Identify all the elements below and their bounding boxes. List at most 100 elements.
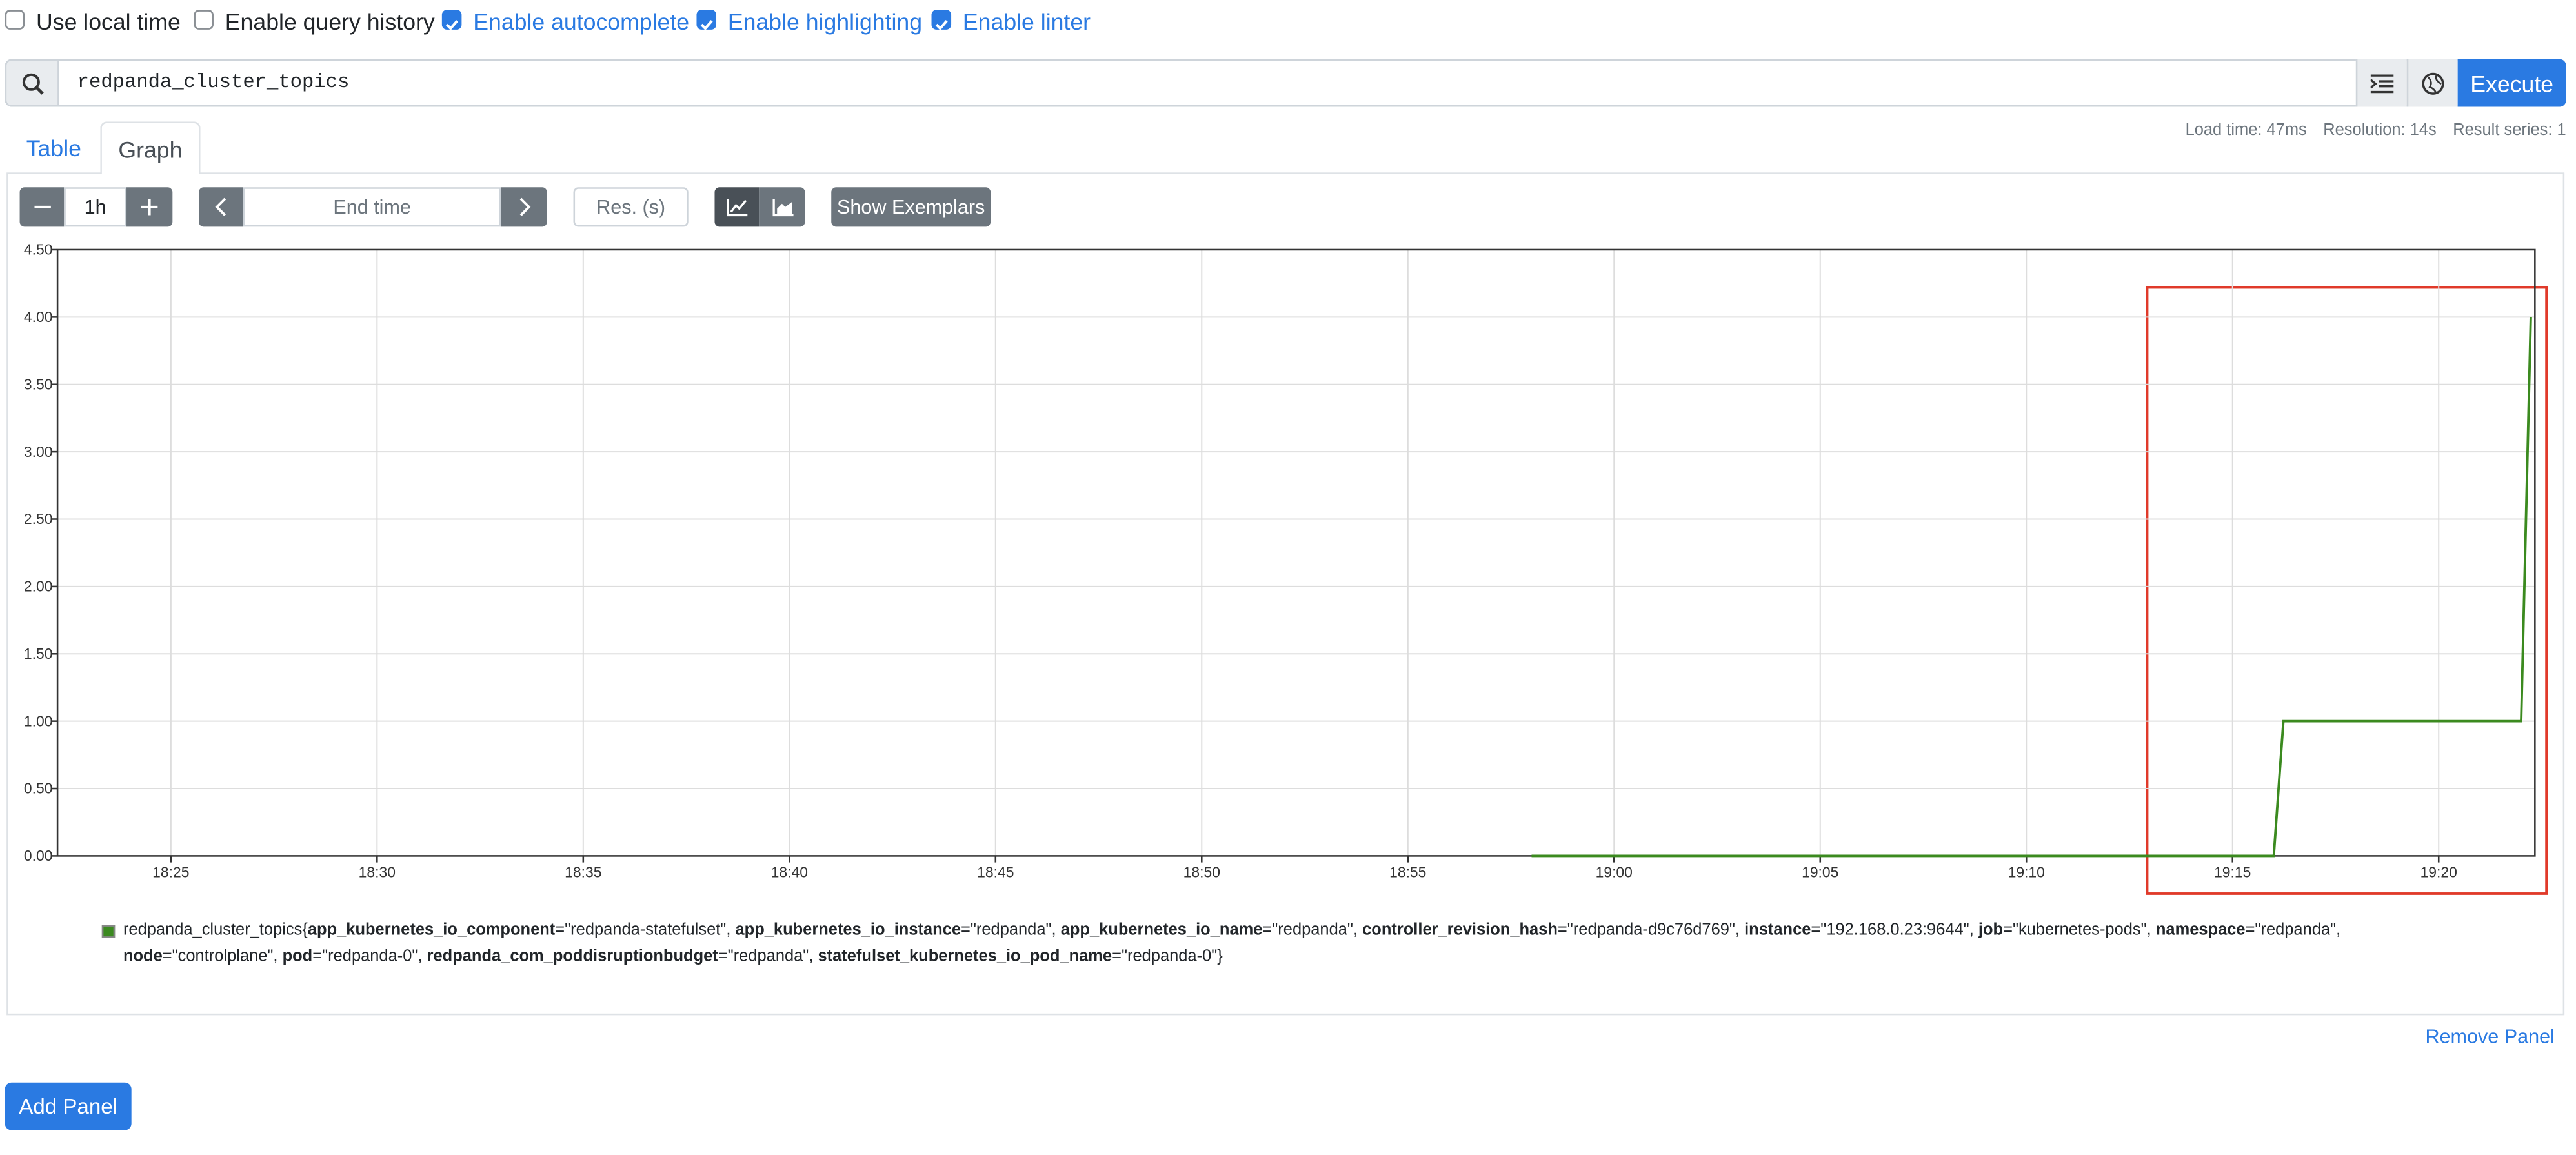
x-tick-label: 18:35 bbox=[565, 864, 601, 881]
checkbox-label: Enable highlighting bbox=[727, 8, 923, 35]
checkbox-label: Enable autocomplete bbox=[473, 8, 690, 35]
legend-label-value: ="redpanda", bbox=[1262, 921, 1363, 940]
icon bbox=[519, 197, 531, 216]
legend-label-value: ="kubernetes-pods", bbox=[2003, 921, 2156, 940]
increase-range[interactable] bbox=[126, 187, 173, 227]
y-tick-label: 2.50 bbox=[24, 510, 53, 527]
icon bbox=[141, 199, 158, 216]
legend-label-value: ="192.168.0.23:9644", bbox=[1811, 921, 1978, 940]
y-tick-label: 0.50 bbox=[24, 780, 53, 797]
legend-label-name: job bbox=[1978, 921, 2004, 940]
stats: Load time: 47ms Resolution: 14s Result ser… bbox=[2186, 121, 2566, 139]
y-tick-label: 3.00 bbox=[24, 443, 53, 460]
search-icon bbox=[5, 59, 59, 107]
icon bbox=[34, 205, 50, 208]
legend-label-value: ="redpanda", bbox=[960, 921, 1061, 940]
x-tick-label: 18:50 bbox=[1183, 864, 1220, 881]
x-tick-label: 19:15 bbox=[2214, 864, 2251, 881]
legend-label-value: ="redpanda-d9c76d769", bbox=[1557, 921, 1745, 940]
query-bar bbox=[5, 59, 2566, 107]
x-tick-label: 19:10 bbox=[2008, 864, 2045, 881]
format-button[interactable] bbox=[2355, 59, 2407, 107]
tab-active[interactable]: Graph bbox=[100, 121, 201, 174]
checkbox[interactable] bbox=[931, 10, 952, 31]
range-input[interactable]: 1h bbox=[64, 187, 127, 227]
x-tick-label: 18:40 bbox=[771, 864, 808, 881]
icon bbox=[2422, 72, 2444, 94]
legend-label-name: node bbox=[123, 947, 163, 966]
icon bbox=[727, 197, 748, 216]
decrease-range[interactable] bbox=[19, 187, 65, 227]
checkbox-label: Enable query history bbox=[225, 8, 435, 35]
legend-label-name: statefulset_kubernetes_io_pod_name bbox=[818, 947, 1112, 966]
y-tick-label: 3.50 bbox=[24, 376, 53, 392]
legend-label-name: namespace bbox=[2155, 921, 2246, 940]
legend-label-value: ="redpanda-0"} bbox=[1112, 947, 1223, 966]
end-time-input[interactable]: End time bbox=[243, 187, 501, 227]
prev-time[interactable] bbox=[199, 187, 243, 227]
legend: redpanda_cluster_topics{app_kubernetes_i… bbox=[101, 918, 2390, 970]
legend-metric: redpanda_cluster_topics{ bbox=[123, 921, 308, 940]
legend-label-value: ="redpanda", bbox=[718, 947, 818, 966]
remove-panel[interactable]: Remove Panel bbox=[2425, 1025, 2555, 1049]
resolution-input[interactable]: Res. (s) bbox=[573, 187, 689, 227]
stacked-mode[interactable] bbox=[759, 187, 805, 227]
legend-label-value: ="controlplane", bbox=[162, 947, 283, 966]
x-tick-label: 18:55 bbox=[1389, 864, 1426, 881]
checkbox[interactable] bbox=[194, 10, 214, 30]
y-tick-label: 1.00 bbox=[24, 712, 53, 729]
y-tick-label: 4.00 bbox=[24, 308, 53, 325]
legend-swatch bbox=[101, 925, 116, 938]
icon bbox=[21, 72, 43, 94]
icon bbox=[214, 197, 225, 216]
legend-label-name: app_kubernetes_io_name bbox=[1060, 921, 1263, 940]
legend-label-name: controller_revision_hash bbox=[1362, 921, 1558, 940]
line-mode[interactable] bbox=[714, 187, 760, 227]
add-panel[interactable]: Add Panel bbox=[5, 1082, 132, 1130]
legend-label-name: app_kubernetes_io_component bbox=[307, 921, 556, 940]
checkbox[interactable] bbox=[5, 10, 25, 30]
checkbox[interactable] bbox=[441, 10, 462, 31]
result-series: Result series: 1 bbox=[2453, 121, 2566, 140]
x-tick-label: 18:30 bbox=[359, 864, 396, 881]
legend-label-value: ="redpanda-statefulset", bbox=[555, 921, 736, 940]
legend-label-name: app_kubernetes_io_instance bbox=[735, 921, 961, 940]
metrics-explorer[interactable] bbox=[2406, 59, 2458, 107]
x-tick-label: 18:45 bbox=[977, 864, 1014, 881]
check bbox=[446, 19, 459, 31]
x-tick-label: 19:05 bbox=[1802, 864, 1838, 881]
panel bbox=[6, 172, 2565, 1016]
resolution: Resolution: 14s bbox=[2323, 121, 2437, 140]
load-time: Load time: 47ms bbox=[2185, 121, 2307, 140]
show-exemplars[interactable]: Show Exemplars bbox=[831, 187, 991, 227]
x-tick-label: 19:20 bbox=[2420, 864, 2457, 881]
y-tick-label: 0.00 bbox=[24, 847, 53, 864]
legend-label-name: instance bbox=[1744, 921, 1811, 940]
icon bbox=[2370, 74, 2394, 92]
next-time[interactable] bbox=[501, 187, 547, 227]
y-tick-label: 1.50 bbox=[24, 645, 53, 662]
query-input[interactable]: redpanda_cluster_topics bbox=[77, 70, 350, 94]
x-tick-label: 19:00 bbox=[1596, 864, 1633, 881]
legend-label-name: pod bbox=[282, 947, 313, 966]
tab[interactable]: Table bbox=[26, 134, 81, 161]
y-tick-label: 4.50 bbox=[24, 241, 53, 258]
execute-button[interactable]: Execute bbox=[2457, 59, 2566, 107]
legend-label-value: ="redpanda-0", bbox=[312, 947, 427, 966]
checkbox-label: Enable linter bbox=[962, 8, 1091, 35]
plot-frame bbox=[56, 248, 2536, 857]
chart: 0.00 0.50 1.00 1.50 2.00 2.50 3.00 3.50 4.00 4.50… bbox=[24, 241, 2548, 895]
legend-label-value: ="redpanda", bbox=[2245, 921, 2341, 940]
check bbox=[700, 19, 713, 31]
checkbox-label: Use local time bbox=[36, 8, 181, 35]
checkbox[interactable] bbox=[696, 10, 717, 31]
icon bbox=[772, 197, 793, 216]
highlight-box bbox=[2146, 286, 2548, 895]
x-tick-label: 18:25 bbox=[152, 864, 189, 881]
check bbox=[935, 19, 948, 31]
y-tick-label: 2.00 bbox=[24, 578, 53, 595]
legend-label-name: redpanda_com_poddisruptionbudget bbox=[427, 947, 718, 966]
series-line bbox=[1531, 317, 2532, 858]
